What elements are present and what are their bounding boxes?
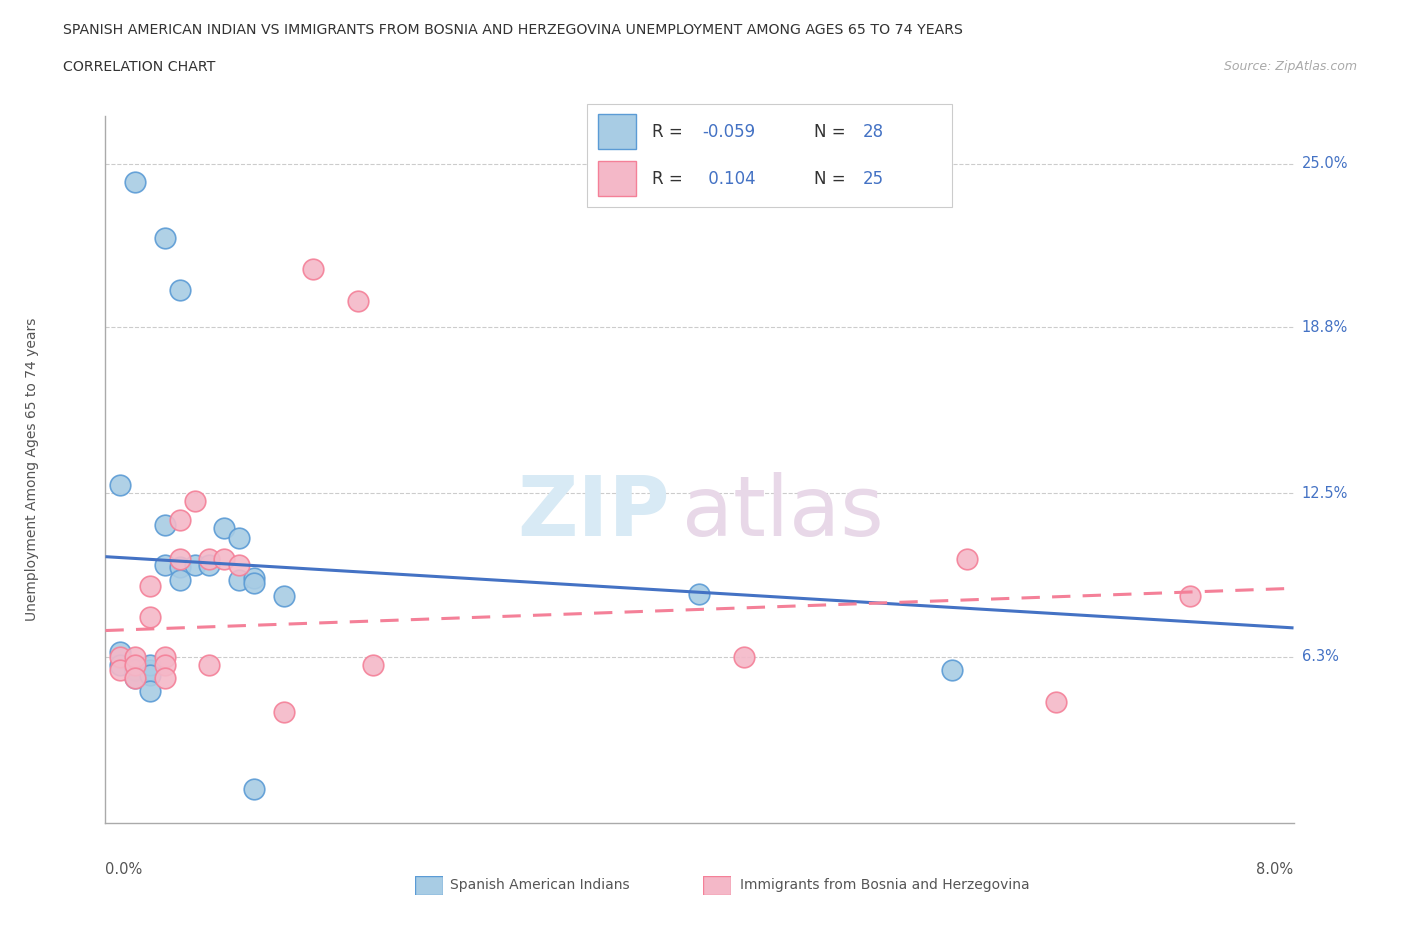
Point bbox=[302, 261, 325, 276]
Point bbox=[198, 658, 221, 672]
Point bbox=[169, 283, 191, 298]
FancyBboxPatch shape bbox=[599, 114, 636, 150]
Text: N =: N = bbox=[814, 123, 846, 140]
Text: 6.3%: 6.3% bbox=[1302, 649, 1339, 664]
Point bbox=[110, 658, 132, 672]
Point bbox=[169, 560, 191, 575]
Text: 28: 28 bbox=[863, 123, 884, 140]
Point bbox=[169, 512, 191, 527]
Point bbox=[153, 658, 176, 672]
Point bbox=[139, 668, 162, 683]
Point bbox=[124, 671, 146, 685]
Text: R =: R = bbox=[652, 123, 683, 140]
Point bbox=[139, 658, 162, 672]
Point bbox=[153, 230, 176, 245]
Point bbox=[228, 531, 250, 546]
Point bbox=[243, 576, 266, 591]
Point bbox=[124, 649, 146, 664]
Text: Unemployment Among Ages 65 to 74 years: Unemployment Among Ages 65 to 74 years bbox=[25, 318, 39, 621]
Text: Immigrants from Bosnia and Herzegovina: Immigrants from Bosnia and Herzegovina bbox=[740, 878, 1029, 893]
Point bbox=[110, 649, 132, 664]
Point bbox=[110, 478, 132, 493]
Text: R =: R = bbox=[652, 170, 683, 188]
Point bbox=[243, 781, 266, 796]
Point bbox=[347, 294, 370, 309]
Point bbox=[110, 644, 132, 659]
Point bbox=[733, 649, 755, 664]
Text: atlas: atlas bbox=[682, 472, 883, 552]
Point bbox=[169, 551, 191, 566]
Text: ZIP: ZIP bbox=[517, 472, 669, 552]
Text: N =: N = bbox=[814, 170, 846, 188]
Point bbox=[214, 520, 236, 535]
Point bbox=[110, 663, 132, 678]
Point bbox=[243, 570, 266, 585]
Text: 8.0%: 8.0% bbox=[1257, 862, 1294, 877]
FancyBboxPatch shape bbox=[415, 876, 443, 895]
Point bbox=[124, 663, 146, 678]
Text: 0.104: 0.104 bbox=[703, 170, 755, 188]
Text: CORRELATION CHART: CORRELATION CHART bbox=[63, 60, 215, 74]
Point bbox=[139, 578, 162, 593]
FancyBboxPatch shape bbox=[703, 876, 731, 895]
Point bbox=[139, 684, 162, 698]
Text: 25.0%: 25.0% bbox=[1302, 156, 1348, 171]
Point bbox=[139, 610, 162, 625]
Point bbox=[183, 494, 205, 509]
Point bbox=[941, 663, 963, 678]
Point bbox=[124, 658, 146, 672]
Point bbox=[273, 705, 295, 720]
Text: 0.0%: 0.0% bbox=[105, 862, 142, 877]
Point bbox=[228, 573, 250, 588]
Text: 25: 25 bbox=[863, 170, 884, 188]
FancyBboxPatch shape bbox=[588, 104, 952, 207]
Point bbox=[956, 551, 979, 566]
Point bbox=[361, 658, 384, 672]
Point bbox=[273, 589, 295, 604]
Point bbox=[198, 557, 221, 572]
Text: Source: ZipAtlas.com: Source: ZipAtlas.com bbox=[1223, 60, 1357, 73]
Point bbox=[169, 573, 191, 588]
Point bbox=[124, 175, 146, 190]
Point bbox=[214, 551, 236, 566]
Point bbox=[228, 557, 250, 572]
Point bbox=[153, 557, 176, 572]
Point bbox=[153, 671, 176, 685]
Text: 12.5%: 12.5% bbox=[1302, 485, 1348, 501]
Text: Spanish American Indians: Spanish American Indians bbox=[450, 878, 630, 893]
Point bbox=[183, 557, 205, 572]
Point bbox=[1178, 589, 1201, 604]
Point bbox=[124, 671, 146, 685]
Point bbox=[153, 649, 176, 664]
Text: -0.059: -0.059 bbox=[703, 123, 756, 140]
FancyBboxPatch shape bbox=[599, 161, 636, 196]
Point bbox=[139, 663, 162, 678]
Point bbox=[153, 518, 176, 533]
Point bbox=[124, 663, 146, 678]
Text: SPANISH AMERICAN INDIAN VS IMMIGRANTS FROM BOSNIA AND HERZEGOVINA UNEMPLOYMENT A: SPANISH AMERICAN INDIAN VS IMMIGRANTS FR… bbox=[63, 23, 963, 37]
Point bbox=[689, 586, 711, 601]
Point bbox=[198, 551, 221, 566]
Text: 18.8%: 18.8% bbox=[1302, 320, 1348, 335]
Point bbox=[1045, 695, 1067, 710]
